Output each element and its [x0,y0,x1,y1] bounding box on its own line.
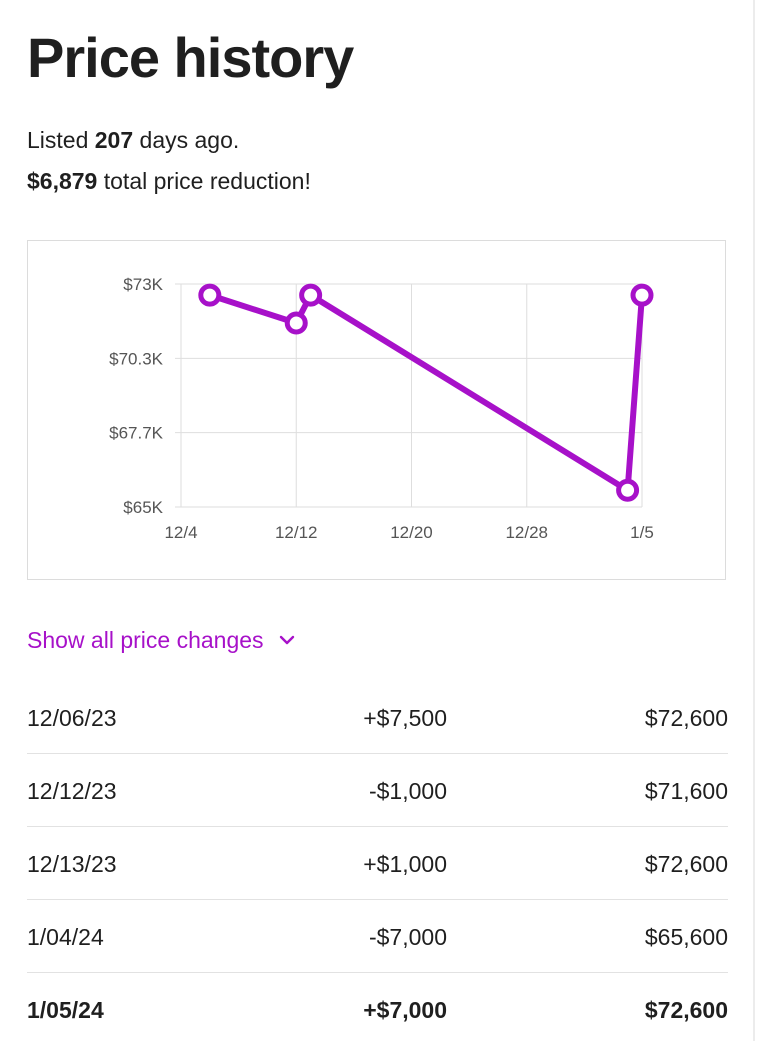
history-change: -$1,000 [368,778,447,804]
price-point [198,283,222,307]
price-history-table: 12/06/23 +$7,500 $72,600 12/12/23 -$1,00… [27,681,728,1045]
history-date: 12/12/23 [27,778,117,804]
history-price: $72,600 [644,705,728,731]
listed-days-text: Listed 207 days ago. [27,127,240,153]
chart-svg: 12/4 12/12 12/20 12/28 1/5 $73K $70.3K $67.7K $6… [109,275,654,542]
history-row: 12/12/23 -$1,000 $71,600 [27,754,728,827]
history-change: -$7,000 [368,924,447,950]
price-point [299,283,323,307]
history-date: 1/05/24 [27,997,104,1023]
x-tick-label: 12/12 [275,523,318,542]
history-price: $72,600 [644,851,728,877]
price-history-chart: 12/4 12/12 12/20 12/28 1/5 $73K $70.3K $67.7K $6… [27,240,726,580]
history-price: $72,600 [644,997,728,1023]
price-reduction-amount: $6,879 [27,168,98,194]
history-price: $71,600 [644,778,728,804]
page-title: Price history [27,26,354,89]
history-date: 12/06/23 [27,705,117,731]
price-point [284,311,308,335]
history-date: 1/04/24 [27,924,104,950]
history-row-latest: 1/05/24 +$7,000 $72,600 [27,973,728,1045]
history-row: 12/06/23 +$7,500 $72,600 [27,681,728,754]
history-change: +$7,500 [363,705,447,731]
price-point [630,283,654,307]
history-price: $65,600 [644,924,728,950]
history-row: 1/04/24 -$7,000 $65,600 [27,900,728,973]
y-tick-label: $65K [123,498,163,517]
history-change: +$7,000 [363,997,447,1023]
x-tick-label: 12/28 [505,523,548,542]
price-reduction-text: $6,879 total price reduction! [27,168,311,194]
x-tick-label: 12/4 [164,523,197,542]
chevron-down-icon [279,635,294,645]
price-line [206,292,645,494]
panel-divider [753,0,755,1041]
price-point [616,478,640,502]
x-tick-label: 1/5 [630,523,654,542]
history-change: +$1,000 [363,851,447,877]
show-all-price-changes-label: Show all price changes [27,627,264,653]
history-date: 12/13/23 [27,851,117,877]
history-row: 12/13/23 +$1,000 $72,600 [27,827,728,900]
y-tick-label: $70.3K [109,349,164,368]
y-tick-label: $67.7K [109,424,164,443]
x-tick-label: 12/20 [390,523,433,542]
show-all-price-changes-link[interactable]: Show all price changes [27,624,296,656]
y-tick-label: $73K [123,275,163,294]
listed-days-count: 207 [94,127,134,153]
